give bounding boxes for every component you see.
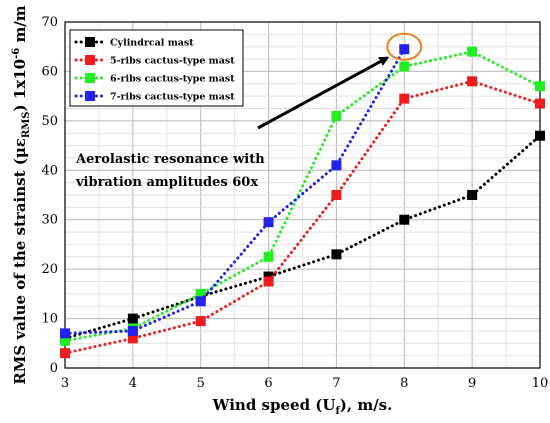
legend-item: 6-ribs cactus-type mast [74,73,235,85]
data-point [331,249,342,260]
y-tick-label: 20 [41,262,58,277]
data-point [467,190,478,200]
x-tick-label: 6 [264,376,272,391]
series-line [63,134,542,340]
y-tick-label: 40 [41,163,58,178]
data-point [399,61,410,72]
data-point [331,190,342,200]
legend-box [69,29,244,107]
x-tick-label: 9 [468,376,476,391]
data-point [331,160,342,171]
series-line [63,50,542,343]
x-tick-label: 8 [400,376,408,391]
legend-label: 7-ribs cactus-type mast [110,92,235,103]
x-tick-label: 5 [197,376,205,391]
data-point [195,296,206,307]
legend-label: 5-ribs cactus-type mast [110,56,235,67]
y-tick-label: 50 [41,114,58,129]
y-tick-label: 70 [41,15,58,30]
annotation-arrow [257,56,390,130]
data-point [399,93,410,104]
x-tick-label: 3 [61,376,69,391]
series-layer [60,44,545,359]
series-5-ribs-cactus-type-mast [60,76,545,359]
annotation-line-1: Aerolastic resonance with [75,152,265,167]
x-axis-title: Wind speed (Uf), m/s. [212,396,393,417]
annotation: Aerolastic resonance with vibration ampl… [75,32,423,190]
legend-marker [85,91,95,101]
data-point [535,81,545,92]
data-point [263,251,274,262]
data-point [467,46,478,57]
series-line [63,47,406,335]
data-point [535,130,545,141]
data-point [60,335,70,346]
x-tick-label: 10 [532,376,549,391]
data-point [60,348,70,359]
legend-item: Cylindrcal mast [74,37,194,49]
data-point [263,217,274,228]
legend: Cylindrcal mast 5-ribs cactus-type mast 6-… [69,29,244,107]
data-point [195,288,206,299]
tick-labels: 3 4 5 6 7 8 9 10 0 10 20 30 40 50 60 70 [41,15,548,391]
data-point [331,110,342,121]
legend-marker [85,37,95,47]
y-axis-title: RMS value of the strainst (μεRMS) 1x10-6… [11,5,32,384]
series-line [63,79,542,355]
y-tick-label: 30 [41,213,58,228]
y-tick-label: 60 [41,64,58,79]
data-point [127,333,138,344]
data-point [467,76,478,87]
legend-marker [85,55,95,65]
legend-item: 7-ribs cactus-type mast [74,91,235,103]
data-point [399,44,410,55]
annotation-line-2: vibration amplitudes 60x [75,175,258,190]
x-tick-label: 7 [332,376,340,391]
series-7-ribs-cactus-type-mast [60,44,410,339]
data-point [127,313,138,324]
legend-label: 6-ribs cactus-type mast [110,74,235,85]
data-point [263,276,274,287]
highlight-circle [386,32,423,61]
data-point [127,325,138,336]
plot-frame [64,21,541,369]
x-tick-label: 4 [129,376,137,391]
data-point [399,214,410,225]
data-point [195,316,206,327]
data-point [535,98,545,109]
legend-label: Cylindrcal mast [110,38,194,49]
data-point [60,328,70,339]
legend-marker [85,73,95,83]
legend-item: 5-ribs cactus-type mast [74,55,235,67]
y-tick-label: 10 [41,312,58,327]
y-tick-label: 0 [50,361,58,376]
